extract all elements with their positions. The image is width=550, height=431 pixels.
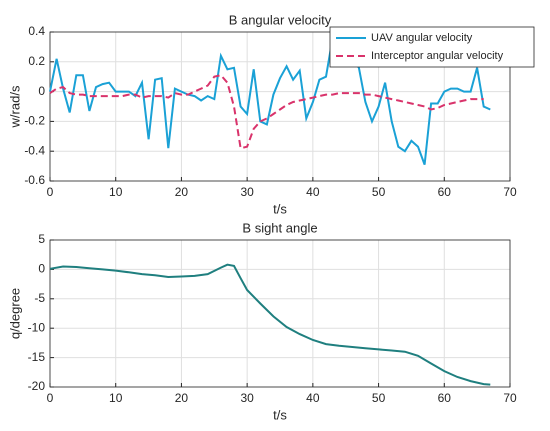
x-tick-label: 20 <box>175 185 189 199</box>
x-tick-label: 60 <box>438 185 452 199</box>
x-tick-label: 30 <box>240 185 254 199</box>
x-tick-label: 20 <box>175 391 189 405</box>
x-tick-label: 30 <box>240 391 254 405</box>
y-axis-label: w/rad/s <box>7 85 22 128</box>
y-tick-label: 0.2 <box>28 54 45 68</box>
legend-label: Interceptor angular velocity <box>371 50 504 62</box>
x-axis-label: t/s <box>273 407 287 422</box>
x-tick-label: 0 <box>47 185 54 199</box>
y-tick-label: -20 <box>28 379 46 393</box>
legend-box <box>329 26 535 68</box>
y-tick-label: -10 <box>28 320 46 334</box>
data-line <box>49 263 491 386</box>
x-axis-label: t/s <box>273 201 287 216</box>
x-tick-label: 40 <box>306 185 320 199</box>
x-tick-label: 10 <box>109 185 123 199</box>
y-tick-label: -0.4 <box>24 143 45 157</box>
plot-frame <box>49 239 511 388</box>
data-line <box>49 35 491 165</box>
y-tick-label: 5 <box>38 232 45 246</box>
data-line <box>49 74 484 150</box>
x-tick-label: 40 <box>306 391 320 405</box>
chart-title: B sight angle <box>242 220 317 235</box>
y-axis-label: q/degree <box>7 288 22 339</box>
y-tick-label: -5 <box>34 291 45 305</box>
y-tick-label: -15 <box>28 350 46 364</box>
y-tick-label: 0 <box>38 262 45 276</box>
x-tick-label: 70 <box>503 391 517 405</box>
plot-area <box>50 240 510 387</box>
legend: UAV angular velocity Interceptor angular … <box>329 26 535 68</box>
chart-title: B angular velocity <box>229 12 332 27</box>
plot-frame <box>49 31 511 182</box>
x-tick-label: 10 <box>109 391 123 405</box>
y-tick-label: -0.6 <box>24 173 45 187</box>
x-tick-label: 50 <box>372 185 386 199</box>
legend-label: UAV angular velocity <box>371 32 473 44</box>
y-tick-label: 0.4 <box>28 24 45 38</box>
x-tick-label: 0 <box>47 391 54 405</box>
x-tick-label: 70 <box>503 185 517 199</box>
y-tick-label: 0 <box>38 84 45 98</box>
x-tick-label: 60 <box>438 391 452 405</box>
y-tick-label: -0.2 <box>24 114 45 128</box>
x-tick-label: 50 <box>372 391 386 405</box>
